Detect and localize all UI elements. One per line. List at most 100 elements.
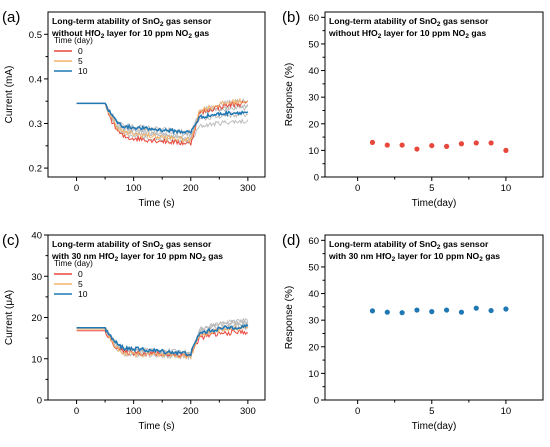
y-tick-label: 40 — [308, 289, 319, 300]
data-point — [399, 310, 405, 316]
data-point — [458, 141, 465, 147]
data-point — [473, 305, 479, 311]
data-point — [429, 309, 435, 315]
y-tick-label: 0.2 — [29, 164, 42, 175]
x-tick-label: 300 — [240, 406, 256, 417]
x-tick-label: 300 — [240, 183, 256, 194]
series-line-gray — [76, 318, 248, 360]
chart-panel-2: (b) 0 5 10 0 10 20 30 40 50 60 Time(day) Response (%… — [282, 9, 544, 209]
legend-entry: 0 — [78, 269, 83, 279]
legend-entry: 5 — [78, 56, 83, 66]
series-line-day-0 — [76, 100, 249, 146]
data-point — [488, 140, 494, 146]
chart-title-line: Long-term atability of SnO2 gas sensor — [329, 16, 489, 28]
legend-entry: 0 — [78, 46, 83, 56]
legend-entry: 10 — [78, 289, 88, 299]
x-tick-label: 10 — [501, 406, 512, 417]
data-point — [414, 146, 420, 152]
y-tick-label: 30 — [31, 272, 42, 283]
x-axis-label: Time(day) — [412, 198, 457, 209]
y-tick-label: 60 — [308, 13, 319, 24]
data-point — [414, 307, 420, 313]
data-point — [384, 309, 390, 315]
plot-frame — [324, 234, 544, 401]
y-tick-label: 0 — [314, 396, 319, 407]
panel-label: (c) — [2, 232, 20, 249]
x-axis-label: Time (s) — [138, 198, 174, 209]
panel-label: (d) — [282, 232, 300, 249]
y-tick-label: 40 — [31, 231, 42, 242]
y-tick-label: 0 — [37, 396, 42, 407]
data-point — [384, 142, 390, 148]
legend-entry: 5 — [78, 279, 83, 289]
data-point — [429, 142, 435, 149]
x-tick-label: 5 — [429, 183, 434, 194]
y-tick-label: 0.4 — [29, 74, 42, 85]
series-line-day-0 — [76, 328, 249, 359]
y-tick-label: 10 — [31, 354, 42, 365]
y-tick-label: 0.5 — [29, 30, 42, 41]
x-tick-label: 100 — [126, 183, 142, 194]
x-tick-label: 10 — [501, 183, 512, 194]
legend-title: Time (day) — [54, 36, 93, 45]
chart-panel-4: (d) 0 5 10 0 10 20 30 40 50 60 Time(day) Response (%… — [282, 232, 544, 432]
x-axis-label: Time(day) — [412, 421, 457, 432]
x-tick-label: 0 — [74, 406, 79, 417]
data-point — [444, 307, 450, 313]
series-line-gray — [76, 317, 249, 358]
y-axis-label: Current (mA) — [4, 66, 15, 124]
x-tick-label: 100 — [126, 406, 142, 417]
data-point — [458, 309, 465, 315]
x-tick-label: 0 — [355, 406, 360, 417]
x-tick-label: 200 — [183, 183, 199, 194]
panel-label: (b) — [282, 9, 300, 26]
x-tick-label: 0 — [355, 183, 360, 194]
y-tick-label: 20 — [31, 313, 42, 324]
y-tick-label: 40 — [308, 66, 319, 77]
chart-title-line: with 30 nm HfO2 layer for 10 ppm NO2 gas — [328, 251, 500, 263]
x-tick-label: 5 — [429, 406, 434, 417]
plot-frame — [324, 11, 544, 178]
x-tick-label: 0 — [74, 183, 79, 194]
y-tick-label: 20 — [308, 342, 319, 353]
y-tick-label: 10 — [308, 369, 319, 380]
x-tick-label: 200 — [183, 406, 199, 417]
y-axis-label: Response (%) — [284, 63, 295, 126]
data-point — [488, 307, 494, 314]
y-axis-label: Response (%) — [284, 286, 295, 349]
chart-title-line: without HfO2 layer for 10 ppm NO2 gas — [328, 28, 486, 40]
y-axis-label: Current (μA) — [4, 290, 15, 345]
data-point — [473, 140, 479, 146]
chart-title-line: Long-term atability of SnO2 gas sensor — [52, 16, 212, 28]
data-point — [399, 142, 405, 148]
x-axis-label: Time (s) — [138, 421, 174, 432]
y-tick-label: 30 — [308, 316, 319, 327]
panel-label: (a) — [2, 9, 20, 26]
y-tick-label: 30 — [308, 93, 319, 104]
y-tick-label: 0.3 — [29, 119, 42, 130]
legend-entry: 10 — [78, 66, 88, 76]
series-line-day-10 — [76, 102, 249, 135]
y-tick-label: 10 — [308, 146, 319, 157]
chart-title-line: Long-term atability of SnO2 gas sensor — [52, 239, 212, 251]
chart-title-line: without HfO2 layer for 10 ppm NO2 gas — [51, 28, 209, 40]
series-line-gray — [76, 98, 249, 142]
data-point — [369, 139, 376, 146]
plot-frame — [47, 11, 266, 178]
y-tick-label: 50 — [308, 39, 319, 50]
chart-title-line: with 30 nm HfO2 layer for 10 ppm NO2 gas — [51, 251, 223, 263]
data-point — [369, 308, 376, 314]
data-point — [444, 143, 450, 149]
y-tick-label: 0 — [314, 173, 319, 184]
chart-title-line: Long-term atability of SnO2 gas sensor — [329, 239, 489, 251]
legend-title: Time (day) — [54, 259, 93, 268]
series-line-day-10 — [76, 324, 249, 357]
data-point — [503, 306, 509, 312]
y-tick-label: 50 — [308, 262, 319, 273]
y-tick-label: 20 — [308, 119, 319, 130]
y-tick-label: 60 — [308, 236, 319, 247]
data-point — [503, 147, 509, 153]
